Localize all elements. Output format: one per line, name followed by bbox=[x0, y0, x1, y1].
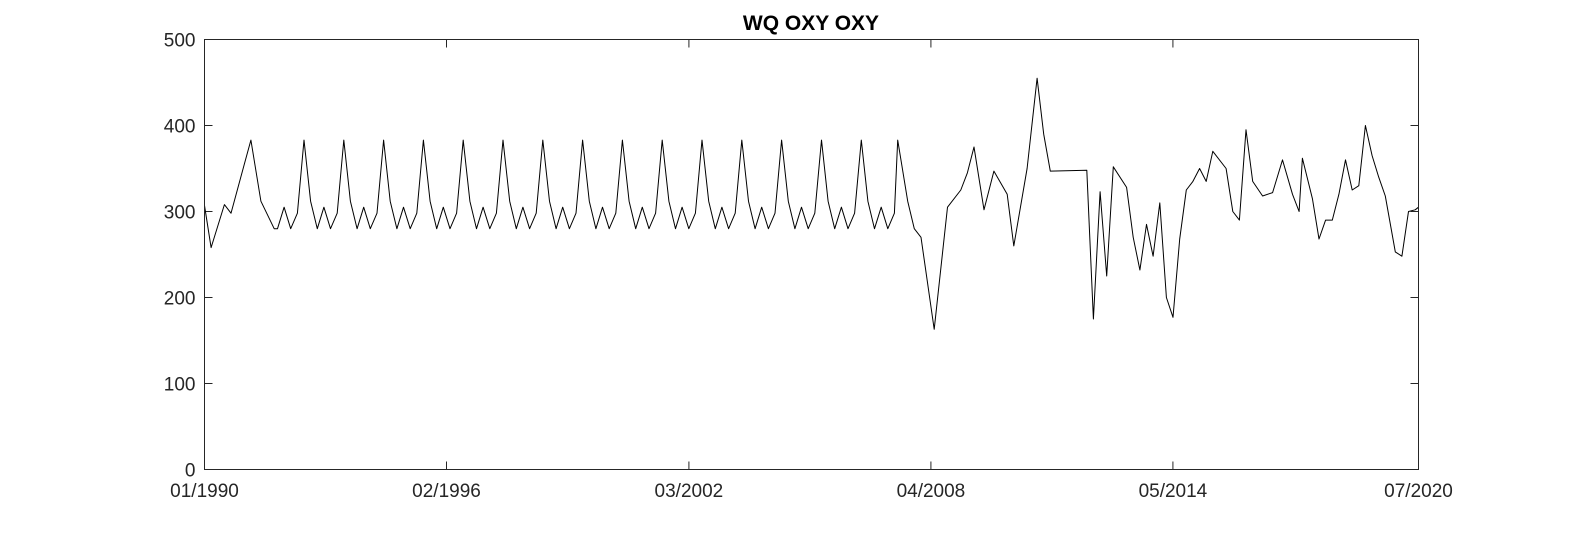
x-tick-label: 03/2002 bbox=[655, 481, 724, 502]
chart-title: WQ OXY OXY bbox=[743, 12, 879, 35]
y-tick-label: 400 bbox=[164, 117, 196, 138]
y-tick-label: 300 bbox=[164, 203, 196, 224]
x-tick-label: 01/1990 bbox=[170, 481, 239, 502]
x-axis: 01/1990 02/1996 03/2002 04/2008 05/2014 07/20… bbox=[170, 39, 1453, 502]
y-tick-label: 500 bbox=[164, 31, 196, 52]
plot-area-border bbox=[204, 39, 1419, 470]
x-tick-label: 07/2020 bbox=[1384, 481, 1453, 502]
y-tick-label: 100 bbox=[164, 375, 196, 396]
x-tick-label: 02/1996 bbox=[412, 481, 481, 502]
x-tick-label: 04/2008 bbox=[897, 481, 966, 502]
y-tick-label: 200 bbox=[164, 289, 196, 310]
x-tick-label: 05/2014 bbox=[1139, 481, 1208, 502]
series-line bbox=[204, 77, 1419, 470]
y-tick-label: 0 bbox=[185, 461, 196, 482]
y-axis: 0 100 200 300 400 500 bbox=[164, 31, 1419, 482]
